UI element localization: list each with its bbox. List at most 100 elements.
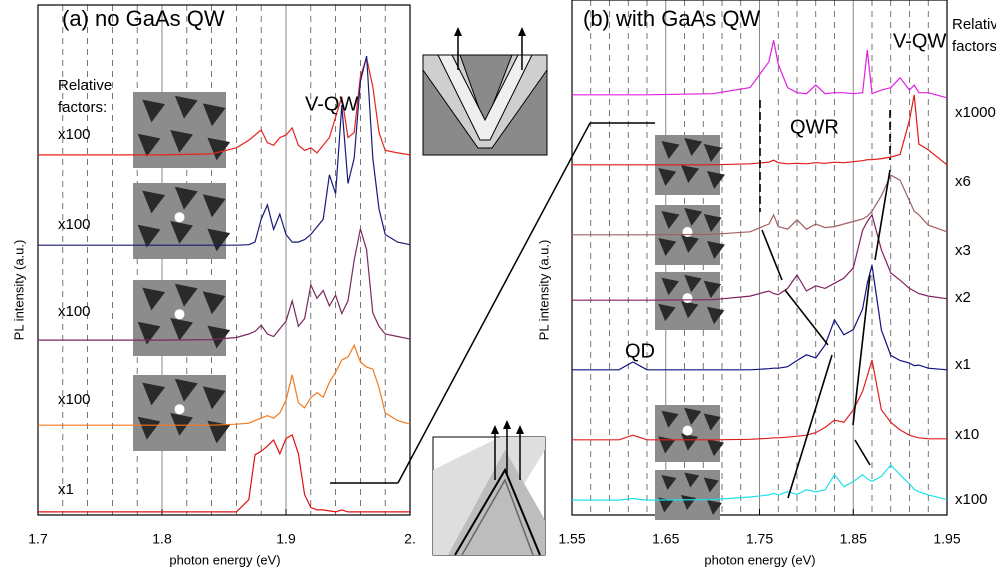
x-tick-label: 1.55 [558,531,585,547]
sem-pit [137,416,161,440]
sem-pit [661,410,679,428]
sem-pit [707,171,725,189]
sem-dot [682,425,693,436]
factor-label: x2 [955,289,971,306]
annotation: V-QW [893,30,946,52]
x-tick-label: 1.95 [933,531,960,547]
x-tick-label: 1.9 [276,531,296,547]
factor-label: x100 [58,303,91,320]
sem-pit [207,228,231,252]
spectrum [572,174,948,236]
schematic-top [422,27,548,156]
connector [397,122,591,484]
sem-pit [684,274,702,293]
sem-pit [142,190,166,214]
annotation: V-QW [305,93,358,115]
sem-pit [684,472,700,488]
sem-pit [658,497,674,513]
sem-pit [703,214,722,232]
sem-pit [681,433,699,451]
factor-label: x1 [955,356,971,373]
spectrum [38,343,411,426]
y-axis-label: PL intensity (a.u.) [11,240,26,341]
factor-label: x6 [955,173,971,190]
factor-label: x100 [58,126,91,143]
sem-pit [661,211,680,229]
factor-label: x100 [955,491,988,508]
sem-pit [707,306,725,325]
spectrum [572,94,948,166]
sem-pit [137,224,161,248]
sem-pit [707,500,722,515]
sem-pit [707,439,725,457]
plot-frame [37,4,411,516]
sem-pit [661,475,677,490]
sem-pit [681,235,699,253]
sem-pit [207,325,231,349]
factor-label: x1 [58,481,74,498]
spectrum [572,265,948,371]
spectrum [38,434,410,513]
factor-heading: Relative [58,77,112,94]
sem-pit [207,137,231,161]
plots: 1.7 1.8 1.9 2. x100 x100 x100 x100 x1 (a) no GaAs… [11,0,996,567]
annotation: QD [625,340,655,362]
sem-pit [707,241,725,259]
sem-pit [202,194,226,218]
x-tick-label: 1.65 [652,531,679,547]
sem-pit [170,318,193,341]
x-tick-label: 2. [404,531,416,547]
sem-pit [658,238,677,256]
x-tick-label: 1.75 [746,531,773,547]
sem-pit [681,495,696,510]
factor-label: x100 [58,216,91,233]
peak-guides [759,100,891,499]
factor-label: x10 [955,426,979,443]
sem-pit [137,133,161,157]
factor-label: x1000 [955,104,996,121]
schematic-bottom [432,420,546,556]
x-tick-label: 1.8 [152,531,172,547]
sem-pit [174,186,198,210]
sem-pit [174,283,198,307]
sem-pit [703,144,722,162]
sem-pit [684,138,703,156]
sem-pit [170,130,193,153]
sem-pit [142,99,166,123]
sem-pit [174,378,198,402]
spectrum [572,40,948,99]
sem-pit [658,303,676,322]
sem-pit [681,301,699,319]
sem-dot [682,293,693,304]
sem-pit [202,386,226,410]
x-tick-label: 1.85 [840,531,867,547]
sem-pit [703,477,719,493]
spectrum [38,55,411,246]
sem-pit [170,413,193,436]
spectrum [572,213,948,301]
sem-dot [174,309,185,320]
sem-pit [137,321,161,345]
sem-pit [703,280,722,299]
factor-heading: factors: [58,99,107,116]
sem-pit [684,208,703,226]
sem-dot [174,404,185,415]
factor-heading: factors: [952,38,996,55]
chart-title: (b) with GaAs QW [583,6,760,31]
sem-pit [207,420,231,444]
x-axis-label: photon energy (eV) [704,552,815,567]
spectrum [38,55,411,156]
sem-pit [703,413,721,431]
factor-heading: Relative [952,16,996,33]
sem-dot [174,212,185,223]
plot-frame [571,0,948,516]
spectrum [572,359,947,441]
spectrum [38,228,411,341]
sem-pit [174,95,198,119]
sem-pit [202,291,226,315]
chart-title: (a) no GaAs QW [62,6,225,31]
factor-label: x3 [955,242,971,259]
sem-pit [658,168,677,186]
annotation: QWR [790,116,839,138]
sem-pit [661,277,679,296]
